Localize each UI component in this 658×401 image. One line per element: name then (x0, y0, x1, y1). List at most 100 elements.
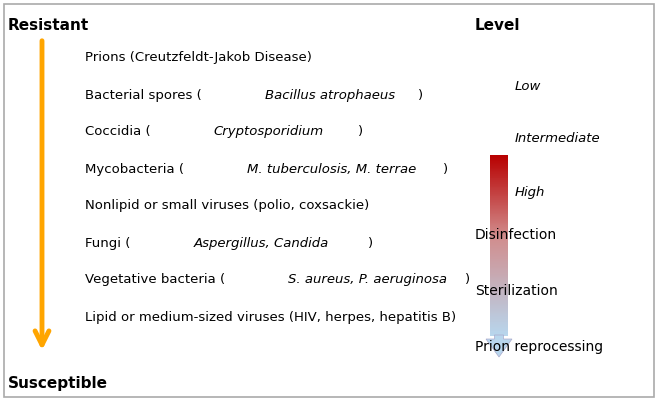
Bar (490, 269, 508, 271)
Bar (490, 208, 508, 209)
Bar (490, 194, 508, 195)
Bar (490, 319, 508, 320)
Bar (490, 215, 508, 217)
Bar (490, 209, 508, 211)
Bar (490, 241, 508, 242)
Bar (490, 244, 508, 245)
Bar (490, 270, 508, 271)
Bar (490, 291, 508, 292)
Bar (490, 279, 508, 281)
Bar (490, 248, 508, 249)
Text: Low: Low (515, 80, 542, 93)
Bar (490, 259, 508, 261)
Bar (490, 246, 508, 247)
Text: ): ) (465, 273, 470, 286)
Bar (490, 249, 508, 250)
Bar (490, 330, 508, 332)
Bar (490, 294, 508, 296)
Bar (490, 288, 508, 290)
Text: ): ) (367, 237, 372, 249)
Bar (490, 201, 508, 202)
Bar (490, 160, 508, 161)
Bar (490, 254, 508, 255)
Text: Prion reprocessing: Prion reprocessing (475, 340, 603, 354)
Text: Nonlipid or small viruses (polio, coxsackie): Nonlipid or small viruses (polio, coxsac… (85, 200, 369, 213)
Text: Bacterial spores (: Bacterial spores ( (85, 89, 202, 101)
Bar (490, 259, 508, 260)
Bar (490, 304, 508, 305)
Bar (490, 280, 508, 282)
Bar (490, 239, 508, 240)
Bar (490, 159, 508, 160)
Bar (490, 190, 508, 192)
Bar (490, 275, 508, 276)
Bar (490, 320, 508, 321)
Bar (490, 290, 508, 292)
Bar (490, 179, 508, 181)
Bar (490, 289, 508, 290)
Text: Prions (Creutzfeldt-Jakob Disease): Prions (Creutzfeldt-Jakob Disease) (85, 51, 312, 65)
Text: Cryptosporidium: Cryptosporidium (214, 126, 324, 138)
Bar (490, 233, 508, 234)
Bar (490, 242, 508, 244)
Bar (490, 158, 508, 159)
Bar (490, 216, 508, 218)
Bar (490, 205, 508, 207)
Bar (490, 284, 508, 285)
Bar (490, 169, 508, 171)
Bar (490, 192, 508, 193)
Bar (490, 243, 508, 245)
Bar (490, 168, 508, 169)
Bar (490, 305, 508, 307)
Bar (490, 312, 508, 313)
Bar (490, 304, 508, 306)
Bar (490, 267, 508, 268)
Bar (490, 207, 508, 209)
Bar (490, 309, 508, 310)
Bar (490, 286, 508, 287)
Bar (490, 225, 508, 227)
Text: ): ) (358, 126, 363, 138)
Bar (490, 217, 508, 219)
Bar (490, 189, 508, 190)
Bar (490, 183, 508, 184)
Bar (490, 184, 508, 185)
Bar (490, 170, 508, 172)
Bar (490, 330, 508, 331)
Text: Lipid or medium-sized viruses (HIV, herpes, hepatitis B): Lipid or medium-sized viruses (HIV, herp… (85, 310, 456, 324)
Bar (490, 245, 508, 246)
Text: Susceptible: Susceptible (8, 376, 108, 391)
Bar (490, 315, 508, 317)
Bar (490, 237, 508, 238)
Bar (490, 228, 508, 229)
Bar (490, 302, 508, 303)
Bar (490, 247, 508, 248)
Bar (490, 293, 508, 294)
Bar (490, 296, 508, 298)
Bar (490, 300, 508, 301)
Bar (490, 234, 508, 236)
Bar (490, 314, 508, 316)
Bar (490, 233, 508, 235)
Bar (490, 253, 508, 255)
Bar (490, 332, 508, 334)
Bar (490, 199, 508, 200)
Bar (490, 277, 508, 278)
Bar (490, 236, 508, 237)
Text: Resistant: Resistant (8, 18, 89, 33)
Text: Fungi (: Fungi ( (85, 237, 130, 249)
Bar (490, 212, 508, 213)
Text: M. tuberculosis, M. terrae: M. tuberculosis, M. terrae (247, 162, 417, 176)
Bar (490, 230, 508, 231)
Bar (490, 321, 508, 322)
Text: Level: Level (475, 18, 520, 33)
Bar (490, 187, 508, 189)
Bar (490, 196, 508, 197)
FancyArrow shape (486, 335, 512, 357)
Bar (490, 316, 508, 318)
Bar (490, 263, 508, 264)
Bar (490, 322, 508, 324)
Bar (490, 287, 508, 289)
Bar (490, 176, 508, 178)
Bar (490, 202, 508, 203)
